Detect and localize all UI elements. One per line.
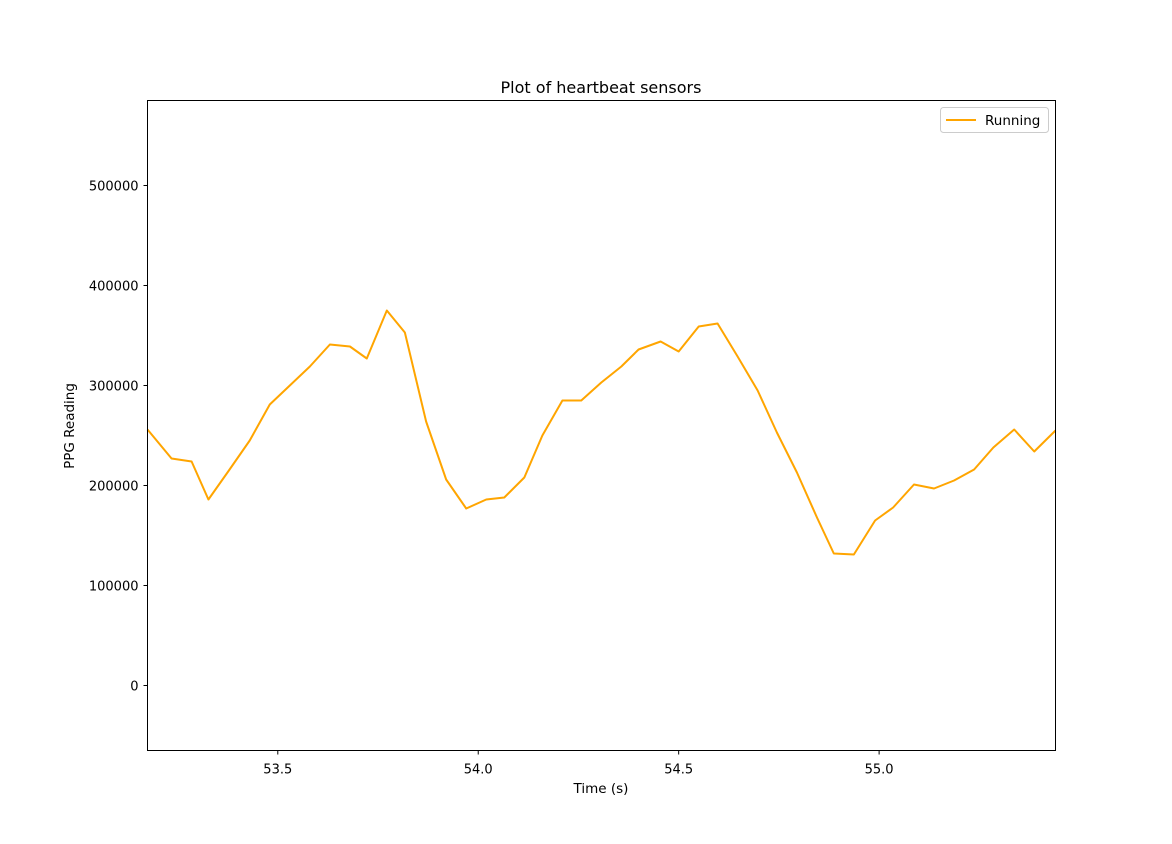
y-tick-label: 500000 bbox=[89, 180, 139, 195]
series-layer bbox=[146, 309, 1057, 556]
x-axis-label: Time (s) bbox=[573, 781, 629, 797]
y-tick-label: 200000 bbox=[89, 480, 139, 495]
y-tick-label: 300000 bbox=[89, 380, 139, 395]
x-tick-label: 55.0 bbox=[865, 763, 894, 778]
legend-label: Running bbox=[985, 113, 1040, 129]
x-tick-label: 54.5 bbox=[664, 763, 693, 778]
x-axis: 53.5 54.0 54.5 55.0 bbox=[263, 750, 894, 778]
y-axis-label: PPG Reading bbox=[62, 383, 78, 469]
legend: Running bbox=[940, 107, 1049, 133]
y-axis: 0 100000 200000 300000 400000 500000 bbox=[89, 180, 148, 695]
chart-title: Plot of heartbeat sensors bbox=[501, 78, 702, 97]
x-tick-label: 53.5 bbox=[263, 763, 292, 778]
x-tick-label: 54.0 bbox=[464, 763, 493, 778]
y-tick-label: 0 bbox=[130, 680, 138, 695]
y-tick-label: 100000 bbox=[89, 580, 139, 595]
y-tick-label: 400000 bbox=[89, 280, 139, 295]
series-line-running bbox=[146, 309, 1057, 556]
legend-box bbox=[940, 107, 1049, 133]
plot-area-frame bbox=[147, 100, 1056, 751]
